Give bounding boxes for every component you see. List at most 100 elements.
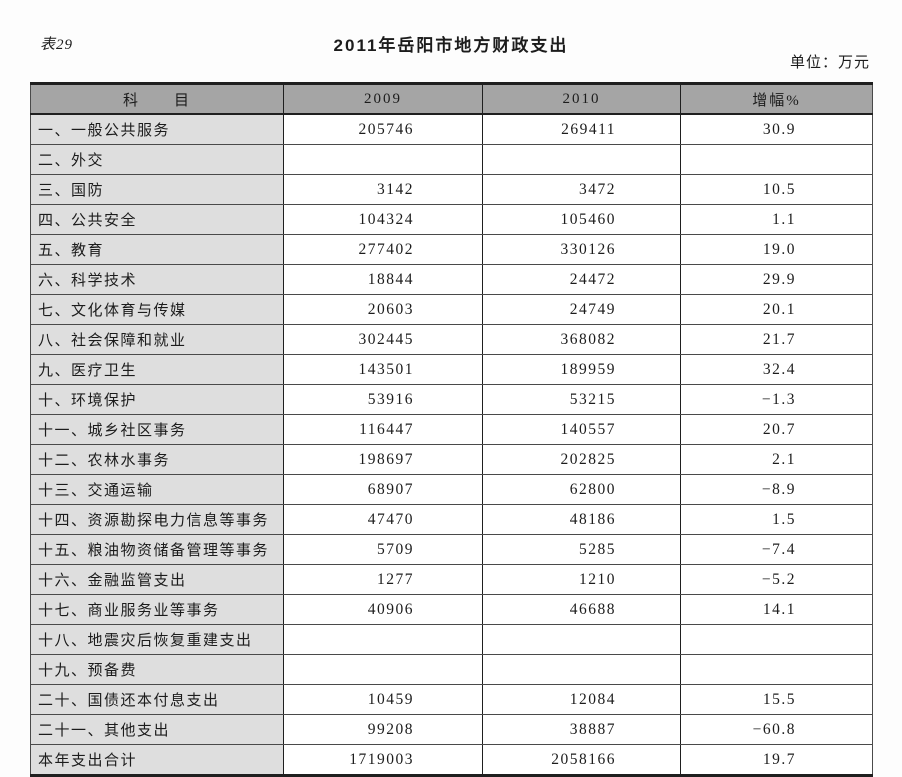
table-row: 四、公共安全 104324 105460 1.1: [30, 204, 873, 235]
growth-cell: −8.9: [680, 474, 873, 505]
value-2010-cell: 12084: [482, 684, 681, 715]
value-2009-cell: 68907: [283, 474, 483, 505]
value-2009-cell: 143501: [283, 354, 483, 385]
growth-cell: 2.1: [680, 444, 873, 475]
value-2009-cell: 10459: [283, 684, 483, 715]
growth-cell: 1.1: [680, 204, 873, 235]
table-row: 九、医疗卫生 143501 189959 32.4: [30, 354, 873, 385]
subject-cell: 十九、预备费: [30, 654, 284, 685]
subject-cell: 十七、商业服务业等事务: [30, 594, 284, 625]
value-2009-cell: 5709: [283, 534, 483, 565]
subject-cell: 本年支出合计: [30, 744, 284, 776]
table-row: 十四、资源勘探电力信息等事务 47470 48186 1.5: [30, 504, 873, 535]
value-2009-cell: 1277: [283, 564, 483, 595]
value-2009-cell: 99208: [283, 714, 483, 745]
table-row: 十九、预备费: [30, 654, 873, 685]
table-row: 七、文化体育与传媒 20603 24749 20.1: [30, 294, 873, 325]
subject-cell: 十四、资源勘探电力信息等事务: [30, 504, 284, 535]
growth-cell: 29.9: [680, 264, 873, 295]
value-2009-cell: 198697: [283, 444, 483, 475]
subject-cell: 四、公共安全: [30, 204, 284, 235]
table-row: 十六、金融监管支出 1277 1210 −5.2: [30, 564, 873, 595]
table-row: 三、国防 3142 3472 10.5: [30, 174, 873, 205]
unit-note: 单位：万元: [789, 55, 870, 71]
subject-cell: 十三、交通运输: [30, 474, 284, 505]
value-2009-cell: 302445: [283, 324, 483, 355]
subject-cell: 二十一、其他支出: [30, 714, 284, 745]
value-2010-cell: 38887: [482, 714, 681, 745]
value-2010-cell: 269411: [482, 114, 681, 145]
value-2009-cell: 116447: [283, 414, 483, 445]
value-2009-cell: 18844: [283, 264, 483, 295]
value-2009-cell: 3142: [283, 174, 483, 205]
table-row: 五、教育 277402 330126 19.0: [30, 234, 873, 265]
value-2010-cell: 1210: [482, 564, 681, 595]
growth-cell: 15.5: [680, 684, 873, 715]
expenditure-table: 科 目 2009 2010 增幅% 一、一般公共服务 205746 269411 30…: [30, 82, 873, 777]
growth-cell: [680, 144, 873, 175]
subject-cell: 九、医疗卫生: [30, 354, 284, 385]
value-2009-cell: 47470: [283, 504, 483, 535]
table-row: 六、科学技术 18844 24472 29.9: [30, 264, 873, 295]
table-row: 十五、粮油物资储备管理等事务 5709 5285 −7.4: [30, 534, 873, 565]
subject-cell: 十一、城乡社区事务: [30, 414, 284, 445]
growth-cell: −7.4: [680, 534, 873, 565]
value-2009-cell: 40906: [283, 594, 483, 625]
value-2010-cell: 24749: [482, 294, 681, 325]
table-body: 一、一般公共服务 205746 269411 30.9 二、外交 三、国防 3142 3472…: [30, 114, 873, 776]
subject-cell: 二、外交: [30, 144, 284, 175]
value-2009-cell: 20603: [283, 294, 483, 325]
subject-cell: 一、一般公共服务: [30, 114, 284, 145]
growth-cell: 20.7: [680, 414, 873, 445]
subject-cell: 十二、农林水事务: [30, 444, 284, 475]
subject-cell: 六、科学技术: [30, 264, 284, 295]
growth-cell: 1.5: [680, 504, 873, 535]
subject-cell: 二十、国债还本付息支出: [30, 684, 284, 715]
column-header-growth: 增幅%: [680, 83, 873, 115]
subject-cell: 十、环境保护: [30, 384, 284, 415]
value-2009-cell: 277402: [283, 234, 483, 265]
table-label: 表29: [40, 37, 74, 53]
table-row: 十一、城乡社区事务 116447 140557 20.7: [30, 414, 873, 445]
value-2010-cell: 202825: [482, 444, 681, 475]
value-2009-cell: 1719003: [283, 744, 483, 776]
value-2010-cell: 24472: [482, 264, 681, 295]
value-2010-cell: 330126: [482, 234, 681, 265]
value-2009-cell: [283, 144, 483, 175]
value-2010-cell: 5285: [482, 534, 681, 565]
value-2009-cell: 205746: [283, 114, 483, 145]
value-2010-cell: 105460: [482, 204, 681, 235]
table-header-row: 科 目 2009 2010 增幅%: [30, 83, 873, 115]
growth-cell: 20.1: [680, 294, 873, 325]
subject-cell: 三、国防: [30, 174, 284, 205]
subject-cell: 五、教育: [30, 234, 284, 265]
table-row: 二十一、其他支出 99208 38887 −60.8: [30, 714, 873, 745]
table-row: 十三、交通运输 68907 62800 −8.9: [30, 474, 873, 505]
growth-cell: −5.2: [680, 564, 873, 595]
growth-cell: −60.8: [680, 714, 873, 745]
value-2010-cell: 53215: [482, 384, 681, 415]
table-row: 二、外交: [30, 144, 873, 175]
value-2010-cell: 2058166: [482, 744, 681, 776]
subject-cell: 十六、金融监管支出: [30, 564, 284, 595]
growth-cell: [680, 624, 873, 655]
value-2010-cell: [482, 624, 681, 655]
growth-cell: 19.0: [680, 234, 873, 265]
value-2010-cell: 46688: [482, 594, 681, 625]
table-row: 十八、地震灾后恢复重建支出: [30, 624, 873, 655]
value-2010-cell: 48186: [482, 504, 681, 535]
value-2010-cell: [482, 654, 681, 685]
value-2010-cell: [482, 144, 681, 175]
value-2010-cell: 62800: [482, 474, 681, 505]
growth-cell: [680, 654, 873, 685]
table-row: 二十、国债还本付息支出 10459 12084 15.5: [30, 684, 873, 715]
table-row: 八、社会保障和就业 302445 368082 21.7: [30, 324, 873, 355]
table-row: 十七、商业服务业等事务 40906 46688 14.1: [30, 594, 873, 625]
column-header-subject: 科 目: [30, 83, 284, 115]
table-row: 十二、农林水事务 198697 202825 2.1: [30, 444, 873, 475]
growth-cell: 19.7: [680, 744, 873, 776]
growth-cell: 30.9: [680, 114, 873, 145]
subject-cell: 七、文化体育与传媒: [30, 294, 284, 325]
table-row: 一、一般公共服务 205746 269411 30.9: [30, 114, 873, 145]
value-2010-cell: 368082: [482, 324, 681, 355]
